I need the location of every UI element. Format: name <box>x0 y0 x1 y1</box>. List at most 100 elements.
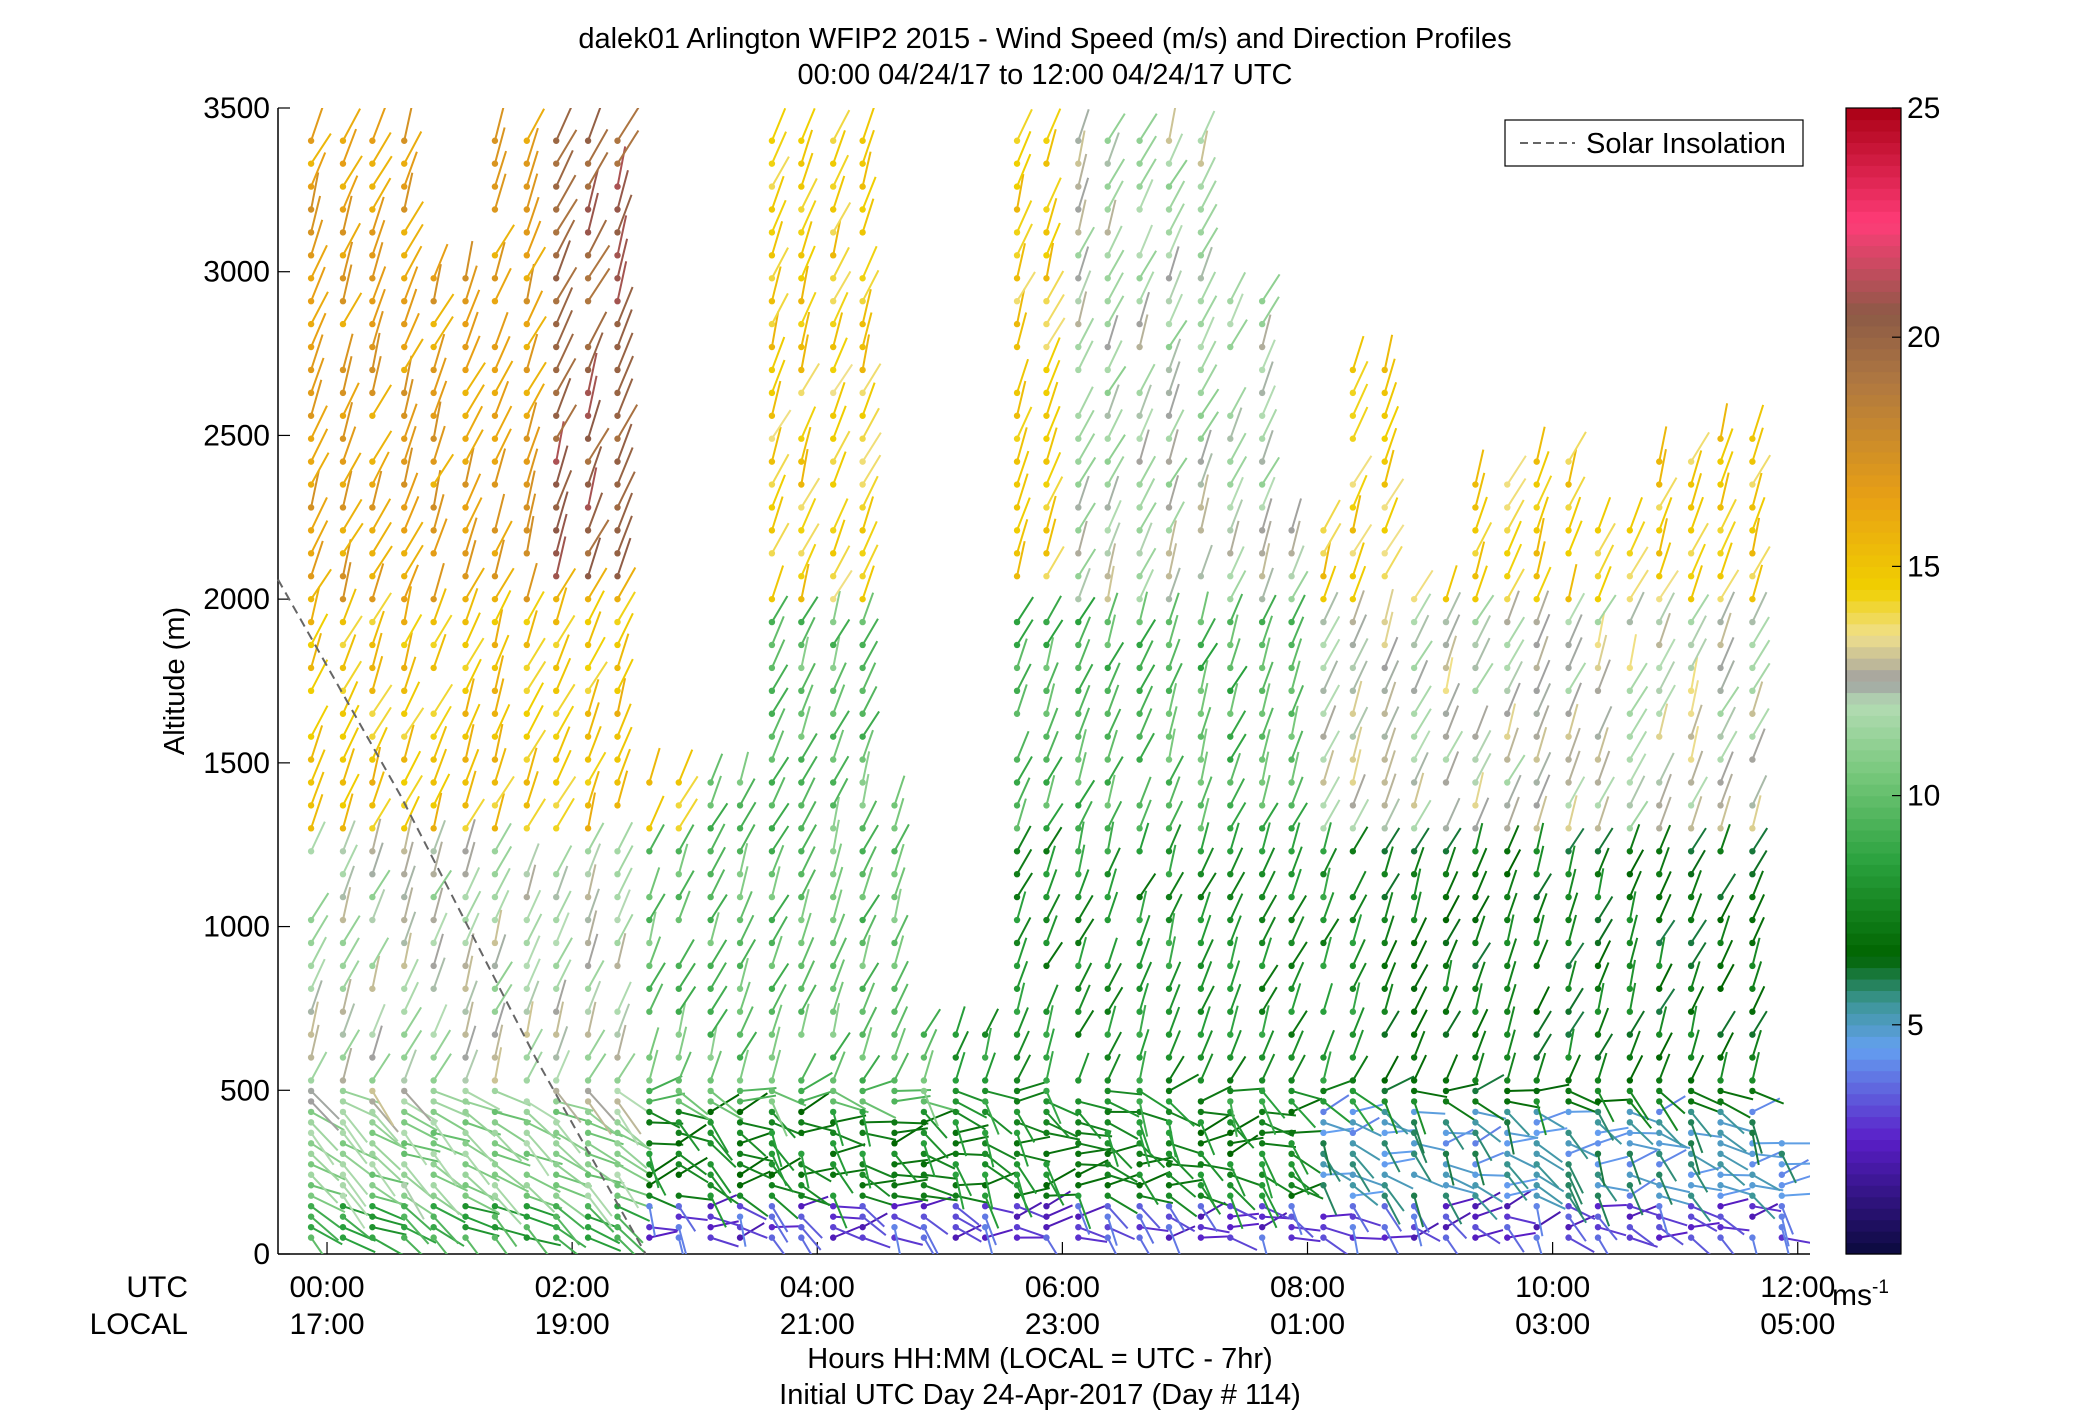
wind-barb-dot <box>401 848 408 855</box>
wind-barb-dot <box>952 1087 959 1095</box>
wind-barb-dot <box>1227 848 1234 855</box>
wind-barb-dot <box>1687 1213 1695 1220</box>
wind-barb-dot <box>584 183 592 190</box>
wind-barb-shaft <box>525 704 544 738</box>
wind-barb-dot <box>1533 939 1540 947</box>
wind-barb-dot <box>1349 389 1357 397</box>
wind-barb-shaft <box>1781 1192 1810 1197</box>
wind-barb-shaft <box>709 1195 727 1228</box>
wind-barb-dot <box>1749 1202 1756 1210</box>
wind-barb-shaft <box>709 846 726 875</box>
colorbar-segment <box>1846 417 1901 430</box>
wind-barb-dot <box>339 1150 347 1158</box>
wind-barb-shaft <box>1168 1142 1202 1155</box>
wind-barb-shaft <box>1719 660 1735 692</box>
wind-barb-shaft <box>555 634 570 669</box>
wind-barb-dot <box>1749 1054 1756 1061</box>
wind-barb-shaft <box>371 563 385 600</box>
wind-barb-dot <box>829 137 837 144</box>
wind-barb-shaft <box>893 797 905 829</box>
wind-barb-dot <box>430 893 437 901</box>
wind-barb-dot <box>1656 687 1663 695</box>
wind-barb-shaft <box>984 1101 1000 1135</box>
wind-barb-dot <box>1197 229 1205 236</box>
wind-barb-shaft <box>1322 522 1342 554</box>
wind-barb-dot <box>614 756 621 763</box>
colorbar-gradient <box>1846 108 1901 1255</box>
wind-barb-dot <box>1013 985 1021 992</box>
wind-barb-dot <box>768 618 776 626</box>
wind-barb-dot <box>1533 687 1540 695</box>
wind-barb-shaft <box>464 955 474 989</box>
wind-barb-dot <box>1626 893 1634 901</box>
wind-barb-dot <box>1288 962 1295 970</box>
wind-barb-shaft <box>1751 894 1765 921</box>
wind-barb-shaft <box>616 1174 640 1209</box>
wind-barb-dot <box>339 962 347 970</box>
wind-barb-shaft <box>1199 1030 1213 1058</box>
wind-barb-dot <box>430 939 437 947</box>
wind-barb-dot <box>1043 779 1050 786</box>
wind-barb-dot <box>859 1054 866 1061</box>
wind-barb-dot <box>401 412 408 419</box>
wind-barb-shaft <box>1106 962 1122 990</box>
wind-barb-shaft <box>1045 546 1065 577</box>
wind-barb-dot <box>1687 664 1695 672</box>
wind-barb-shaft <box>494 1216 518 1248</box>
wind-barb-shaft <box>955 1224 982 1239</box>
wind-barb-shaft <box>403 338 424 371</box>
wind-barb-dot <box>736 1150 744 1158</box>
wind-barb-dot <box>614 1213 621 1220</box>
wind-barb-dot <box>1565 1031 1572 1038</box>
wind-barb-dot <box>1288 893 1295 901</box>
wind-barb-dot <box>614 595 621 603</box>
wind-barb-dot <box>584 664 592 672</box>
wind-barb-dot <box>859 160 866 167</box>
wind-barb-shaft <box>770 336 786 371</box>
wind-barb-dot <box>798 366 805 374</box>
wind-barb-shaft <box>1413 917 1428 944</box>
wind-barb-dot <box>1258 1192 1266 1199</box>
colorbar-segment <box>1846 772 1901 785</box>
wind-barb-shaft <box>1597 1184 1629 1192</box>
wind-barb-dot <box>1165 1213 1173 1220</box>
wind-barb-dot <box>1227 893 1234 901</box>
wind-barb-dot <box>1258 1234 1266 1241</box>
wind-barb-dot <box>1594 1150 1602 1158</box>
wind-barb-dot <box>1472 1182 1479 1189</box>
wind-barb-shaft <box>1077 751 1087 783</box>
wind-barb-shaft <box>342 660 363 692</box>
wind-barb-shaft <box>1261 637 1271 669</box>
wind-barb-dot <box>1136 320 1143 328</box>
x-tick-label-utc: 10:00 <box>1515 1271 1590 1304</box>
wind-barb-shaft <box>771 756 790 784</box>
wind-barb-dot <box>1227 1129 1234 1137</box>
wind-barb-dot <box>1258 710 1266 717</box>
wind-barb-dot <box>1687 504 1695 511</box>
wind-barb-dot <box>491 1108 499 1116</box>
wind-barb-dot <box>1565 1161 1572 1168</box>
wind-barb-shaft <box>770 426 782 462</box>
wind-barb-shaft <box>1351 726 1363 760</box>
wind-barb-dot <box>584 1202 592 1210</box>
wind-barb-shaft <box>1290 545 1305 577</box>
wind-barb-shaft <box>984 1142 1017 1161</box>
wind-barb-shaft <box>555 219 576 256</box>
wind-barb-shaft <box>861 773 870 806</box>
wind-barb-shaft <box>587 864 597 898</box>
wind-barb-dot <box>1165 1031 1173 1038</box>
wind-barb-dot <box>891 1119 898 1126</box>
wind-barb-shaft <box>1200 1153 1224 1182</box>
wind-barb-shaft <box>1535 1101 1547 1136</box>
wind-barb-dot <box>952 1077 959 1084</box>
wind-barb-shaft <box>800 1071 833 1092</box>
wind-barb-dot <box>401 297 408 305</box>
wind-barb-shaft <box>1138 135 1157 165</box>
wind-barb-dot <box>1749 802 1756 809</box>
wind-barb-dot <box>1626 1213 1634 1220</box>
wind-barb-dot <box>369 802 376 809</box>
wind-barb-dot <box>401 1192 408 1199</box>
wind-barb-shaft <box>954 1030 969 1058</box>
wind-barb-dot <box>1165 343 1173 351</box>
wind-barb-dot <box>646 1171 653 1178</box>
